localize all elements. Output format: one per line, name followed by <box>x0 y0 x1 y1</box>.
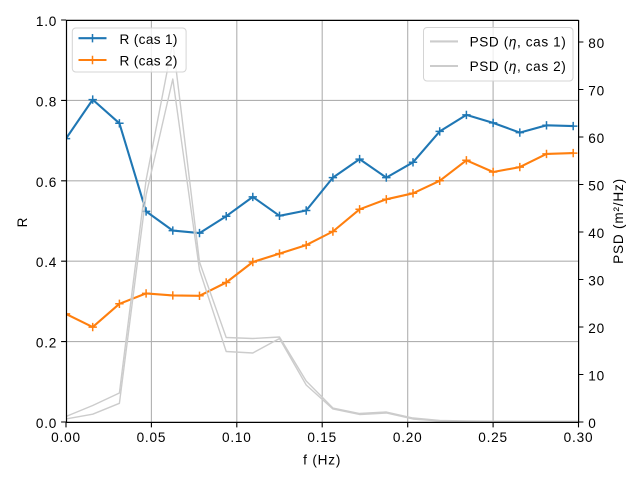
svg-text:0: 0 <box>588 416 596 431</box>
svg-text:80: 80 <box>588 36 605 51</box>
svg-text:0.4: 0.4 <box>36 255 57 270</box>
svg-text:0.8: 0.8 <box>36 94 57 109</box>
svg-text:R: R <box>15 217 30 227</box>
svg-text:0.25: 0.25 <box>478 430 508 445</box>
svg-text:1.0: 1.0 <box>36 14 57 29</box>
svg-text:0.2: 0.2 <box>36 336 57 351</box>
svg-text:f (Hz): f (Hz) <box>303 453 341 468</box>
svg-text:0.00: 0.00 <box>51 430 81 445</box>
svg-text:0.15: 0.15 <box>307 430 337 445</box>
svg-text:30: 30 <box>588 274 605 289</box>
svg-text:PSD (η, cas 1): PSD (η, cas 1) <box>470 34 567 49</box>
svg-text:0.0: 0.0 <box>36 416 57 431</box>
svg-text:0.6: 0.6 <box>36 175 57 190</box>
svg-text:0.30: 0.30 <box>564 430 594 445</box>
svg-text:20: 20 <box>588 321 605 336</box>
svg-text:0.10: 0.10 <box>222 430 252 445</box>
svg-text:50: 50 <box>588 179 605 194</box>
svg-text:0.05: 0.05 <box>137 430 167 445</box>
svg-text:PSD (η, cas 2): PSD (η, cas 2) <box>470 59 567 74</box>
svg-text:10: 10 <box>588 369 605 384</box>
svg-text:R (cas 1): R (cas 1) <box>120 32 178 47</box>
svg-text:60: 60 <box>588 131 605 146</box>
svg-text:40: 40 <box>588 226 605 241</box>
svg-text:PSD (m²/Hz): PSD (m²/Hz) <box>611 178 626 264</box>
svg-text:70: 70 <box>588 84 605 99</box>
svg-text:R (cas 2): R (cas 2) <box>120 54 178 69</box>
svg-text:0.20: 0.20 <box>393 430 423 445</box>
